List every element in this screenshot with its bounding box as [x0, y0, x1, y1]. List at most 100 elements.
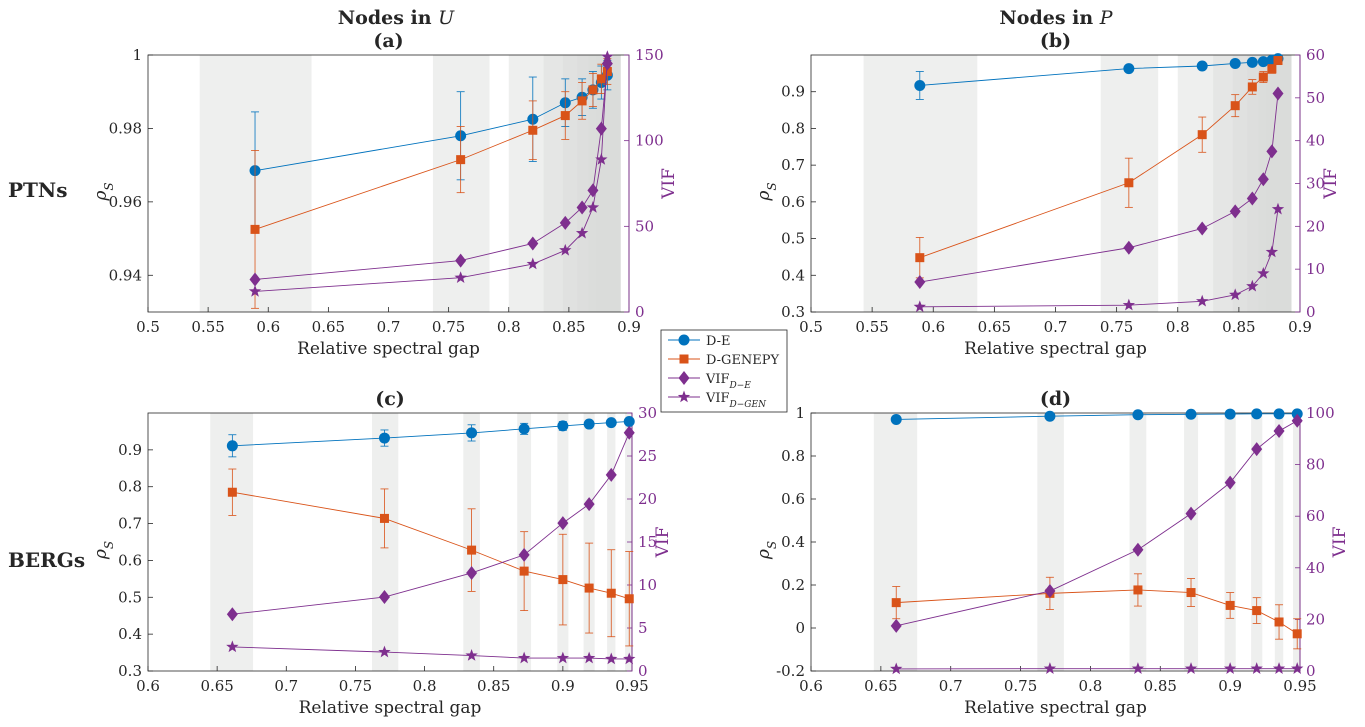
- y2-axis-label: VIF: [653, 526, 673, 558]
- data-point: [1131, 662, 1145, 674]
- data-point: [1246, 56, 1258, 68]
- data-point: [1225, 600, 1235, 610]
- shaded-band: [607, 413, 616, 671]
- shaded-band: [1293, 413, 1300, 671]
- data-point: [249, 272, 261, 287]
- data-point: [467, 545, 477, 555]
- data-point: [1043, 662, 1057, 674]
- data-point: [596, 74, 606, 84]
- panel-title: (c): [375, 388, 405, 410]
- shaded-band: [596, 55, 621, 312]
- y2-axis-label: VIF: [1330, 526, 1350, 558]
- data-point: [1184, 662, 1198, 674]
- data-point: [1272, 662, 1286, 674]
- y2-tick-label: 15: [638, 533, 657, 551]
- data-point: [1185, 506, 1197, 521]
- data-point: [1132, 542, 1144, 557]
- legend-label-sub: D−GEN: [729, 400, 768, 410]
- legend-label: VIFD−GEN: [705, 391, 767, 410]
- data-point: [1247, 82, 1257, 92]
- data-point: [1229, 204, 1241, 219]
- x-tick-label: 0.95: [1283, 677, 1316, 695]
- data-point: [557, 516, 569, 531]
- x-tick-label: 0.85: [477, 677, 510, 695]
- x-axis-label: Relative spectral gap: [964, 698, 1147, 718]
- data-point: [527, 236, 539, 251]
- y-tick-label: 0.4: [118, 625, 142, 643]
- y-axis-label-sub: S: [102, 541, 116, 549]
- data-point: [1266, 144, 1278, 159]
- data-point: [1246, 191, 1258, 206]
- shaded-band: [863, 55, 978, 312]
- y-tick-label: 0.5: [118, 588, 142, 606]
- y-axis-label-sub: S: [765, 541, 779, 549]
- y2-tick-label: 5: [638, 619, 648, 637]
- data-point: [517, 651, 531, 664]
- x-tick-label: 0.85: [552, 318, 585, 336]
- y-axis-label-main: ρ: [91, 549, 111, 560]
- y-tick-label: 0.5: [781, 230, 805, 248]
- data-point: [379, 513, 389, 523]
- data-point: [1229, 288, 1242, 301]
- data-point: [1124, 178, 1134, 188]
- data-point: [1196, 294, 1209, 307]
- shaded-band: [432, 55, 490, 312]
- x-tick-label: 0.6: [256, 318, 280, 336]
- panel-title: (b): [1040, 30, 1071, 52]
- data-point: [1271, 202, 1285, 215]
- y-tick-label: 1: [132, 46, 142, 64]
- data-point: [605, 652, 618, 665]
- data-point: [1273, 408, 1285, 420]
- data-point: [226, 607, 238, 622]
- x-tick-label: 0.6: [136, 677, 160, 695]
- legend-marker: [678, 334, 690, 346]
- y-axis-label: ρS: [91, 541, 116, 560]
- data-point: [602, 67, 612, 77]
- y2-tick-label: 50: [1306, 89, 1325, 107]
- shaded-band: [1129, 413, 1147, 671]
- x-tick-label: 0.5: [799, 318, 823, 336]
- data-point: [1197, 130, 1207, 140]
- shaded-band: [1037, 413, 1064, 671]
- data-point: [1224, 408, 1236, 420]
- x-axis-label: Relative spectral gap: [299, 698, 482, 718]
- data-point: [1273, 424, 1285, 439]
- data-point: [378, 432, 390, 444]
- data-point: [1274, 617, 1284, 627]
- data-point: [456, 155, 466, 165]
- y-tick-label: 0.96: [109, 193, 142, 211]
- shaded-band: [583, 413, 595, 671]
- data-point: [250, 224, 260, 234]
- x-tick-label: 0.8: [497, 318, 521, 336]
- x-tick-label: 0.85: [1144, 677, 1177, 695]
- data-point: [1252, 606, 1262, 616]
- shaded-band: [602, 55, 621, 312]
- y-axis-label: ρS: [91, 182, 116, 201]
- data-point: [455, 253, 467, 268]
- y-axis-label: ρS: [754, 541, 779, 560]
- data-point: [890, 662, 903, 675]
- panel-c: 0.6 0.65 0.7 0.75 0.8 0.85 0.9 0.950.30.40.50.6…: [91, 388, 673, 718]
- data-point: [915, 253, 925, 263]
- data-point: [518, 547, 530, 562]
- data-point: [1186, 588, 1196, 598]
- series-d-e: [890, 408, 1303, 425]
- series-vif-d-gen: [226, 640, 636, 665]
- data-point: [1267, 64, 1277, 74]
- data-point: [1044, 584, 1056, 599]
- data-point: [558, 575, 568, 585]
- y-tick-label: 0.98: [109, 119, 142, 137]
- y2-tick-label: 30: [638, 404, 657, 422]
- legend-label-main: D-GENEPY: [706, 353, 780, 368]
- series-d-genepy: [915, 56, 1283, 279]
- data-point: [890, 618, 902, 633]
- x-tick-label: 0.6: [921, 318, 945, 336]
- data-point: [1133, 585, 1143, 595]
- x-tick-label: 0.7: [1044, 318, 1068, 336]
- data-point: [584, 583, 594, 593]
- data-point: [1292, 629, 1302, 639]
- data-point: [1250, 662, 1263, 674]
- y2-tick-label: 20: [1306, 217, 1325, 235]
- data-point: [1044, 410, 1056, 422]
